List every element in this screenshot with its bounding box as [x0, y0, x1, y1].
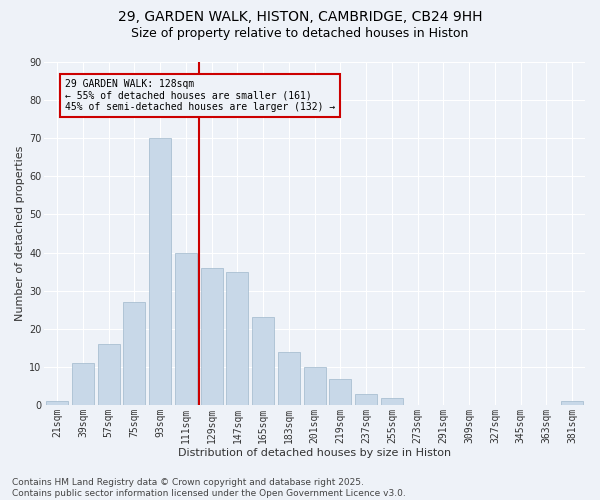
Bar — [329, 378, 352, 406]
Bar — [304, 367, 326, 406]
Bar — [72, 364, 94, 406]
Bar — [46, 402, 68, 406]
Text: 29 GARDEN WALK: 128sqm
← 55% of detached houses are smaller (161)
45% of semi-de: 29 GARDEN WALK: 128sqm ← 55% of detached… — [65, 78, 335, 112]
Bar — [98, 344, 119, 406]
Bar — [201, 268, 223, 406]
Y-axis label: Number of detached properties: Number of detached properties — [15, 146, 25, 321]
Bar — [226, 272, 248, 406]
Bar — [355, 394, 377, 406]
X-axis label: Distribution of detached houses by size in Histon: Distribution of detached houses by size … — [178, 448, 451, 458]
Bar — [381, 398, 403, 406]
Text: Contains HM Land Registry data © Crown copyright and database right 2025.
Contai: Contains HM Land Registry data © Crown c… — [12, 478, 406, 498]
Text: 29, GARDEN WALK, HISTON, CAMBRIDGE, CB24 9HH: 29, GARDEN WALK, HISTON, CAMBRIDGE, CB24… — [118, 10, 482, 24]
Bar — [278, 352, 300, 406]
Bar — [149, 138, 171, 406]
Bar — [175, 252, 197, 406]
Bar — [124, 302, 145, 406]
Bar — [252, 318, 274, 406]
Bar — [561, 402, 583, 406]
Text: Size of property relative to detached houses in Histon: Size of property relative to detached ho… — [131, 28, 469, 40]
